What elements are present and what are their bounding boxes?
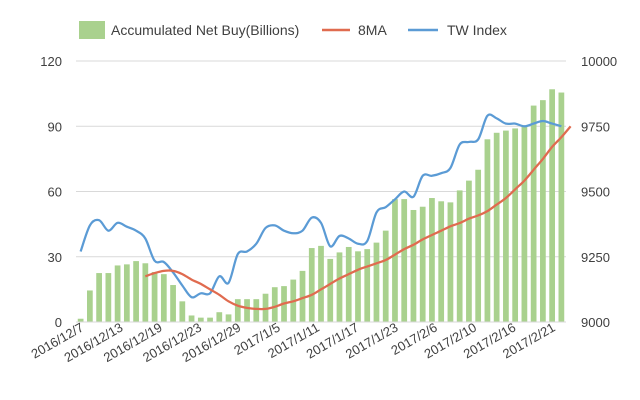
bar <box>447 202 454 322</box>
right-axis-ticks: 9000 9250 9500 9750 10000 <box>581 54 617 330</box>
bar <box>179 301 186 322</box>
gridlines <box>76 60 566 258</box>
bar <box>96 273 102 322</box>
left-axis-tick-label: 120 <box>40 54 62 69</box>
bar <box>373 242 380 322</box>
bar <box>253 299 260 322</box>
bar <box>160 274 167 322</box>
bar <box>225 314 232 322</box>
bar <box>87 290 93 322</box>
bar <box>299 270 306 322</box>
legend-label-8ma: 8MA <box>358 22 387 38</box>
bar <box>401 199 408 322</box>
legend-swatch-bars <box>79 21 105 39</box>
bar <box>558 92 565 322</box>
bar <box>327 258 334 322</box>
ma8-line <box>144 125 572 311</box>
bar <box>123 264 130 322</box>
left-axis-tick-label: 0 <box>55 315 62 330</box>
bar <box>419 206 426 322</box>
bar <box>503 130 509 322</box>
bar <box>530 105 537 323</box>
right-axis-tick-label: 9500 <box>581 185 610 200</box>
left-axis-tick-label: 30 <box>48 250 62 265</box>
bar <box>151 271 158 322</box>
bar <box>207 317 213 322</box>
legend-label-tw-index: TW Index <box>447 22 507 38</box>
bar <box>456 190 463 322</box>
bar <box>466 180 472 322</box>
right-axis-tick-label: 9250 <box>581 250 610 265</box>
bar <box>188 315 195 322</box>
bar <box>216 312 223 322</box>
x-axis-ticks: 2016/12/72016/12/132016/12/192016/12/232… <box>29 320 558 366</box>
bar <box>114 265 121 322</box>
bar <box>77 318 84 322</box>
bar <box>549 89 555 323</box>
bar <box>410 209 417 322</box>
bar <box>142 263 149 322</box>
bar-series <box>77 89 565 323</box>
bar <box>540 100 546 323</box>
bar <box>392 199 398 322</box>
legend-label-bars: Accumulated Net Buy(Billions) <box>111 22 299 38</box>
bar <box>475 169 482 322</box>
bar <box>234 299 241 322</box>
left-axis-ticks: 0 30 60 90 120 <box>40 54 62 330</box>
bar <box>484 139 491 322</box>
bar <box>170 285 176 322</box>
bar <box>438 201 445 322</box>
left-axis-tick-label: 60 <box>48 185 62 200</box>
bar <box>429 198 435 322</box>
bar <box>244 299 250 322</box>
bar <box>364 249 371 322</box>
tw-index-line <box>79 113 562 299</box>
line-series <box>79 113 572 311</box>
bar <box>318 245 324 322</box>
bar <box>308 248 315 322</box>
bar <box>336 252 343 322</box>
bar <box>345 246 352 322</box>
legend: Accumulated Net Buy(Billions) 8MA TW Ind… <box>79 21 507 39</box>
bar <box>105 273 112 322</box>
right-axis-tick-label: 9000 <box>581 315 610 330</box>
bar <box>197 317 204 322</box>
right-axis-tick-label: 10000 <box>581 54 617 69</box>
bar <box>355 251 361 322</box>
bar <box>271 287 278 322</box>
bar <box>493 132 500 322</box>
bar <box>133 261 139 322</box>
left-axis-tick-label: 90 <box>48 119 62 134</box>
bar <box>521 126 528 322</box>
bar <box>512 128 519 322</box>
right-axis-tick-label: 9750 <box>581 119 610 134</box>
bar <box>382 230 389 322</box>
